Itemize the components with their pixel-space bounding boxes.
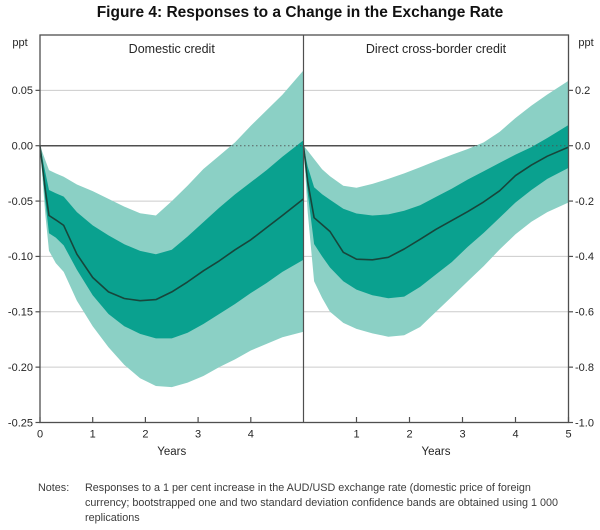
- x-tick-label: 4: [248, 429, 254, 441]
- figure-title: Figure 4: Responses to a Change in the E…: [96, 4, 504, 21]
- y-tick-label-left: 0.00: [12, 141, 33, 153]
- y-tick-label-right: -0.8: [575, 362, 594, 374]
- plot-frame: [39, 34, 570, 424]
- x-tick-label: 1: [90, 429, 96, 441]
- x-tick-label: 2: [142, 429, 148, 441]
- x-tick-label: 3: [459, 429, 465, 441]
- y-tick-label-left: -0.20: [8, 362, 33, 374]
- y-tick-label-right: -1.0: [575, 417, 594, 429]
- unit-label-left: ppt: [12, 37, 27, 49]
- y-tick-label-left: -0.15: [8, 307, 33, 319]
- one-sd-band-right: [303, 125, 569, 299]
- x-tick-label: 1: [353, 429, 359, 441]
- x-tick-label: 2: [406, 429, 412, 441]
- x-axis-label-right: Years: [422, 446, 451, 458]
- y-tick-label-left: 0.05: [12, 85, 33, 97]
- y-tick-label-right: -0.6: [575, 307, 594, 319]
- panel-title-left: Domestic credit: [129, 42, 216, 56]
- dual-panel-fan-chart: 0.050.00-0.05-0.10-0.15-0.20-0.250 1 2 3 4Do…: [8, 34, 594, 458]
- y-tick-label-left: -0.05: [8, 196, 33, 208]
- y-tick-label-right: -0.4: [575, 251, 594, 263]
- x-tick-label: 0: [37, 429, 43, 441]
- y-tick-label-left: -0.10: [8, 251, 33, 263]
- x-tick-label: 5: [565, 429, 571, 441]
- x-tick-label: 4: [512, 429, 518, 441]
- y-tick-label-right: 0.0: [575, 141, 590, 153]
- panel-title-right: Direct cross-border credit: [366, 42, 507, 56]
- notes-text: Responses to a 1 per cent increase in th…: [85, 482, 558, 524]
- y-tick-label-left: -0.25: [8, 417, 33, 429]
- notes-label: Notes:: [38, 482, 70, 494]
- unit-label-right: ppt: [578, 37, 593, 49]
- central-response-line-right: [302, 145, 569, 261]
- x-axis-label-left: Years: [157, 446, 186, 458]
- y-tick-label-right: -0.2: [575, 196, 594, 208]
- x-tick-label: 3: [195, 429, 201, 441]
- figure-notes: Notes: Responses to a 1 per cent increas…: [38, 481, 568, 526]
- y-tick-label-right: 0.2: [575, 85, 590, 97]
- central-response-line-left: [39, 145, 304, 302]
